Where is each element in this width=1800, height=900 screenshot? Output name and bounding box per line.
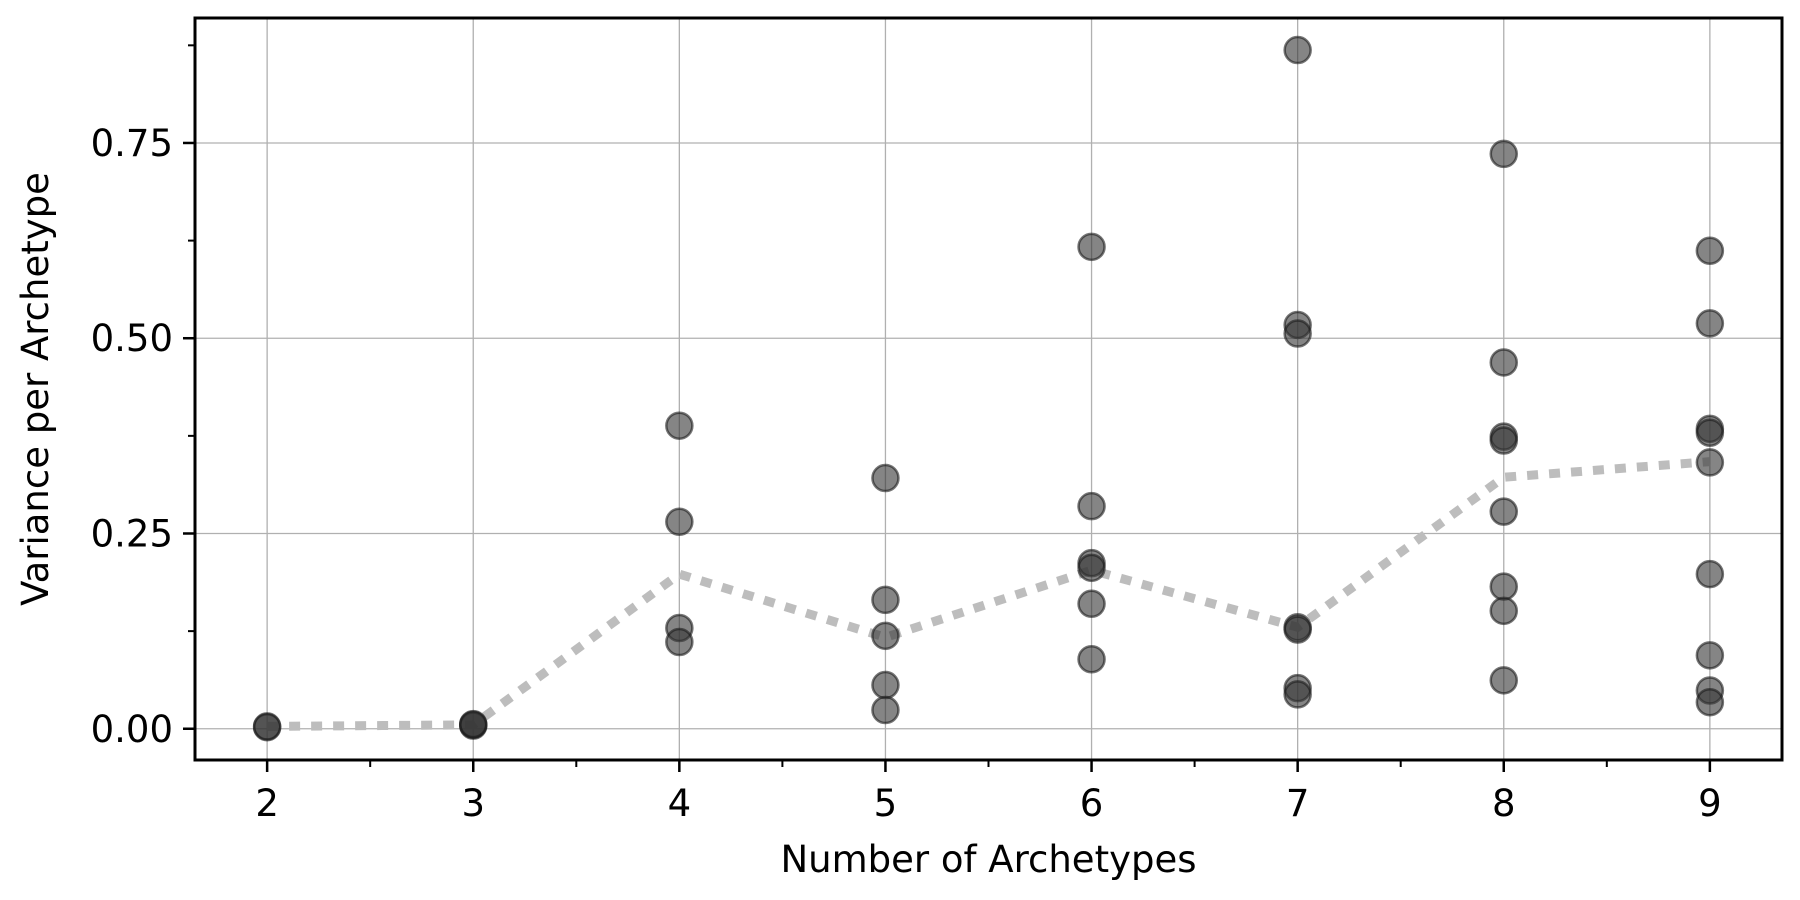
scatter-point [1695,418,1725,447]
scatter-point [1077,644,1106,674]
scatter-point [1489,348,1519,377]
scatter-point [1077,232,1106,262]
scatter-point [1283,35,1312,65]
scatter-point [1489,666,1519,695]
scatter-point [871,585,900,615]
grid [195,18,1782,760]
y-axis-label: Variance per Archetype [14,172,57,606]
y-tick-label: 0.75 [91,122,173,165]
axes-frame [193,16,1784,762]
x-tick-label: 6 [1080,782,1104,825]
mean-line-layer [267,457,1711,731]
mean-line [267,457,1711,731]
scatter-point [1489,139,1519,169]
scatter-point [665,411,694,440]
x-tick-label: 4 [668,782,692,825]
x-axis-label: Number of Archetypes [780,838,1196,881]
scatter-point [1077,491,1106,521]
scatter-point [871,695,900,725]
scatter-point [252,712,282,741]
x-tick-label: 3 [461,782,485,825]
scatter-point [871,621,900,651]
scatter-point [1695,236,1725,266]
scatter-point [665,507,694,537]
x-tick-label: 8 [1492,782,1516,825]
points-layer [252,35,1725,742]
ticks [183,44,1712,772]
y-tick-label: 0.00 [91,708,173,751]
scatter-point [1695,641,1725,670]
scatter-point [1695,687,1725,717]
scatter-point [665,627,694,657]
scatter-point [1489,596,1519,626]
scatter-point [871,670,900,700]
x-tick-label: 5 [874,782,898,825]
scatter-point [871,463,900,493]
scatter-point [1077,553,1106,583]
scatter-point [1695,559,1725,589]
scatter-point [1695,448,1725,477]
x-tick-label: 9 [1698,782,1722,825]
y-tick-label: 0.25 [91,512,173,555]
tick-labels: 2 3 4 5 6 7 8 9 0.00 0.25 0.50 0.75 [91,122,1722,825]
scatter-point [458,709,488,739]
x-tick-label: 7 [1286,782,1310,825]
scatter-point [1489,572,1519,601]
scatter-point [1489,497,1519,526]
scatter-point [1283,319,1312,348]
scatter-point [1283,680,1312,709]
y-tick-label: 0.50 [91,317,173,360]
scatter-point [1077,589,1106,619]
scatter-point [1283,615,1312,644]
scatter-point [1489,426,1519,455]
scatter-point [1695,309,1725,338]
x-tick-label: 2 [255,782,279,825]
